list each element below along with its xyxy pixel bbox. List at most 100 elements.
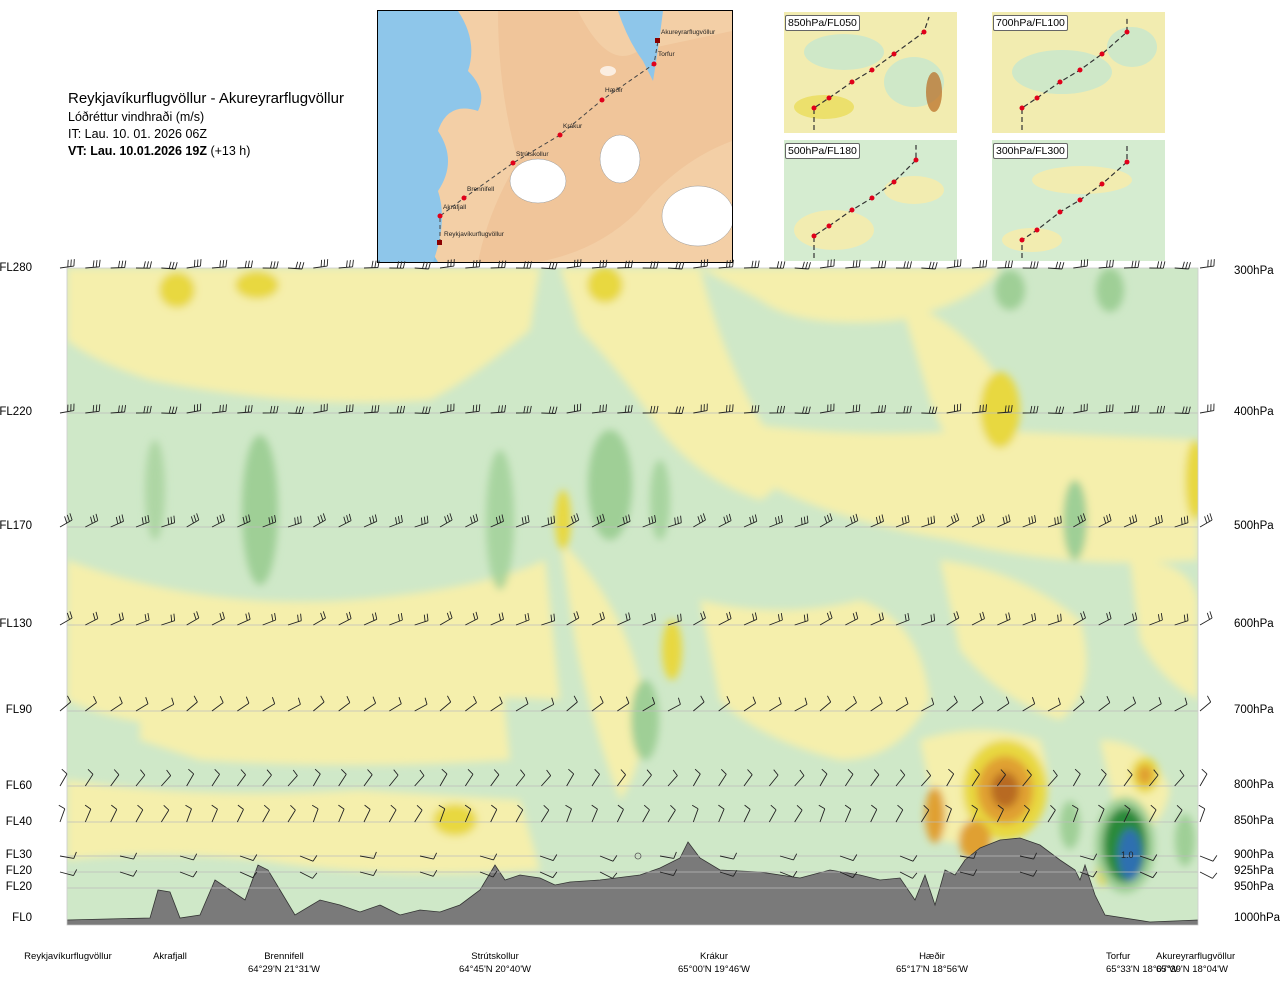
location-coord: 64°29'N 21°31'W bbox=[248, 964, 320, 975]
map-label-brennifell: Brennifell bbox=[467, 186, 495, 193]
hpa-label-1000: 1000hPa bbox=[1234, 912, 1280, 924]
wind-barb bbox=[59, 611, 73, 626]
wind-barb bbox=[85, 404, 101, 414]
wind-barb bbox=[1098, 259, 1114, 269]
hpa-label-600: 600hPa bbox=[1234, 618, 1274, 630]
wind-barb bbox=[59, 695, 72, 712]
wind-barb bbox=[566, 695, 578, 712]
location-name: Brennifell bbox=[264, 951, 304, 962]
location-name: Akrafjall bbox=[153, 951, 187, 962]
route-overview-map: Akureyrarflugvöllur Torfur Hæðir Krákur … bbox=[377, 10, 733, 263]
wind-barb bbox=[161, 697, 175, 712]
wind-barb bbox=[186, 611, 200, 626]
wind-barb bbox=[211, 768, 220, 787]
wind-barb bbox=[1098, 804, 1105, 823]
wind-barb bbox=[667, 769, 678, 787]
wind-barb bbox=[211, 404, 227, 414]
fl-label-60: FL60 bbox=[5, 780, 32, 792]
init-time: IT: Lau. 10. 01. 2026 06Z bbox=[68, 127, 207, 141]
wind-barb bbox=[490, 804, 498, 823]
wind-barb bbox=[899, 871, 918, 879]
wind-barb bbox=[363, 696, 377, 712]
map-label-reykjavik: Reykjavíkurflugvöllur bbox=[444, 231, 504, 238]
wind-barb bbox=[239, 854, 258, 862]
wind-barb bbox=[617, 514, 631, 528]
wind-barb bbox=[617, 405, 633, 414]
wind-barb bbox=[1174, 261, 1191, 270]
wind-barb bbox=[946, 259, 962, 269]
inset-label-700: 700hPa/FL100 bbox=[993, 15, 1068, 31]
wind-barb bbox=[211, 611, 225, 626]
inset-label-300: 300hPa/FL300 bbox=[993, 143, 1068, 159]
wind-barb bbox=[819, 768, 828, 787]
wind-barb bbox=[870, 804, 878, 823]
wind-barb bbox=[997, 260, 1013, 269]
wind-barb bbox=[1098, 513, 1112, 528]
wind-barb bbox=[119, 869, 138, 877]
inset-map-850hpa[interactable]: 850hPa/FL050 bbox=[784, 12, 957, 133]
contour-label-1.0: 1.0 bbox=[1121, 850, 1134, 860]
wind-barb bbox=[110, 612, 124, 626]
wind-barb bbox=[1199, 259, 1215, 269]
wind-barb bbox=[262, 613, 277, 626]
wind-barb bbox=[185, 804, 192, 823]
wind-barb bbox=[439, 403, 455, 414]
wind-barb bbox=[338, 696, 351, 712]
wind-barb bbox=[389, 613, 403, 626]
wind-barb bbox=[667, 406, 685, 414]
wind-barb bbox=[239, 871, 258, 879]
wind-barb bbox=[540, 769, 552, 787]
hpa-label-800: 800hPa bbox=[1234, 779, 1274, 791]
wind-barb bbox=[591, 696, 604, 712]
wind-barb bbox=[363, 514, 378, 528]
wind-barb bbox=[135, 697, 149, 712]
wind-barb bbox=[1174, 613, 1189, 626]
wind-barb bbox=[313, 513, 326, 528]
wind-barb bbox=[718, 611, 732, 626]
inset-map-300hpa[interactable]: 300hPa/FL300 bbox=[992, 140, 1165, 261]
wind-barb bbox=[971, 611, 985, 626]
wind-barb bbox=[971, 513, 985, 528]
fl-label-30: FL30 bbox=[5, 849, 32, 861]
inset-map-500hpa[interactable]: 500hPa/FL180 bbox=[784, 140, 957, 261]
wind-barb bbox=[388, 769, 399, 787]
wind-barb bbox=[313, 611, 326, 626]
wind-barb bbox=[414, 804, 423, 823]
wind-barb bbox=[299, 871, 318, 879]
wind-barb bbox=[768, 769, 779, 787]
wind-barb bbox=[566, 403, 582, 414]
wind-barb bbox=[718, 259, 734, 269]
inset-label-500: 500hPa/FL180 bbox=[785, 143, 860, 159]
wind-barb bbox=[895, 613, 910, 626]
wind-barb bbox=[1123, 405, 1140, 414]
wind-barb bbox=[779, 870, 798, 878]
cross-section-title: Reykjavíkurflugvöllur - Akureyrarflugvöl… bbox=[68, 90, 344, 107]
wind-barb bbox=[490, 612, 504, 626]
wind-barb bbox=[135, 261, 152, 269]
wind-barb bbox=[465, 259, 481, 269]
wind-barb bbox=[718, 804, 725, 823]
inset-700-graphic bbox=[992, 12, 1165, 133]
wind-barb bbox=[743, 804, 751, 823]
wind-barb bbox=[541, 261, 558, 270]
location-akureyri: Akureyrarflugvöllur 65°39'N 18°04'W bbox=[1156, 950, 1274, 976]
wind-barb bbox=[1079, 853, 1098, 861]
wind-barb bbox=[946, 403, 962, 414]
inset-map-700hpa[interactable]: 700hPa/FL100 bbox=[992, 12, 1165, 133]
wind-barb bbox=[1149, 515, 1163, 528]
wind-barb bbox=[465, 611, 479, 626]
wind-barb bbox=[58, 804, 66, 823]
wind-barb bbox=[287, 697, 301, 712]
wind-barb bbox=[84, 804, 92, 823]
wind-barb bbox=[338, 804, 345, 823]
wind-barb bbox=[870, 514, 884, 528]
wind-barb bbox=[997, 696, 1010, 712]
wind-barb bbox=[236, 769, 246, 787]
wind-barb bbox=[1098, 696, 1111, 712]
wind-barb bbox=[591, 804, 598, 823]
wind-barb bbox=[363, 260, 380, 269]
wind-barb bbox=[363, 405, 380, 414]
wind-barb bbox=[186, 403, 202, 414]
wind-barb bbox=[1022, 261, 1039, 269]
wind-barb bbox=[819, 513, 833, 528]
